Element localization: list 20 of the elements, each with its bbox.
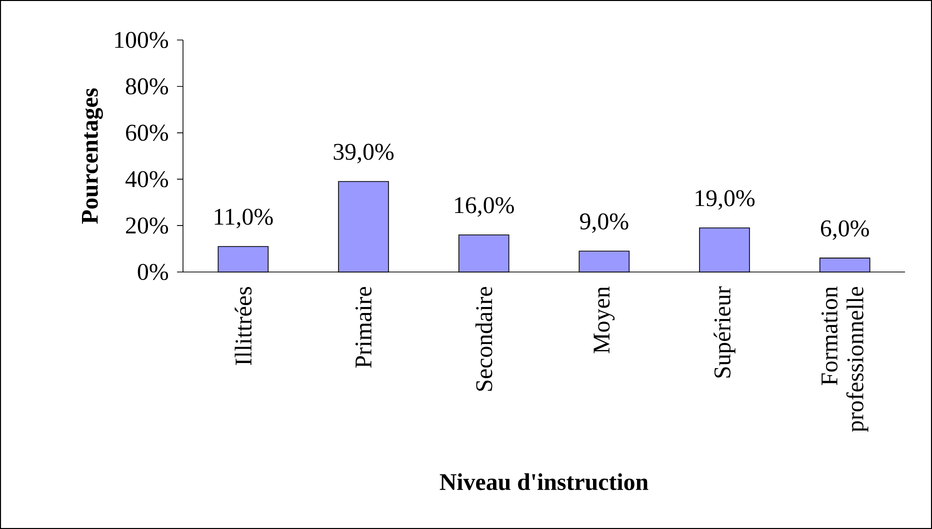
data-label: 19,0% — [696, 190, 755, 210]
data-label: 11,0% — [214, 208, 273, 228]
y-tick-label: 80% — [126, 78, 168, 94]
data-label: 16,0% — [455, 197, 514, 217]
x-tick-label: Secondaire — [475, 286, 492, 391]
data-label: 6,0% — [820, 220, 869, 240]
data-label: 9,0% — [580, 213, 628, 233]
x-tick-label: Moyen — [594, 286, 615, 354]
x-tick-label: Supérieur — [714, 286, 736, 378]
y-tick-label: 60% — [126, 124, 168, 141]
x-axis-title: Niveau d'instruction — [440, 473, 648, 490]
y-axis-title: Pourcentages — [82, 88, 103, 224]
y-tick-label: 40% — [125, 171, 168, 188]
x-tick-label: Primaire — [355, 286, 372, 368]
x-tick-label: Formation professionnelle — [821, 286, 868, 432]
y-tick-label: 0% — [138, 264, 168, 280]
data-label: 39,0% — [334, 144, 394, 164]
y-tick-label: 100% — [115, 32, 168, 48]
x-tick-label: Illittrées — [234, 287, 252, 365]
y-tick-label: 20% — [126, 217, 168, 234]
